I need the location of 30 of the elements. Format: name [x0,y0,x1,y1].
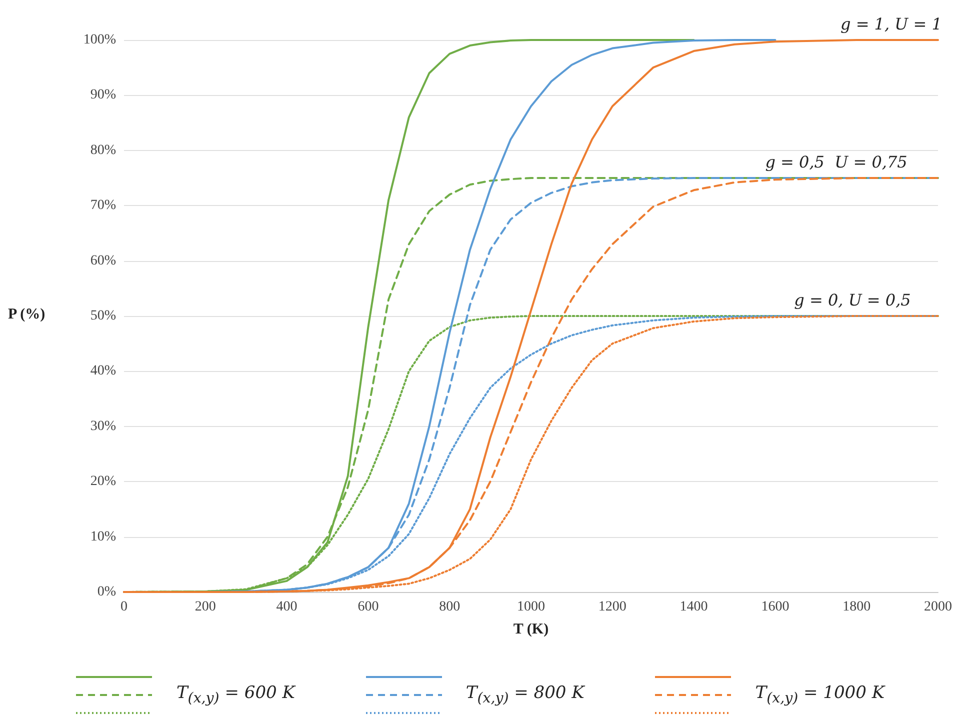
y-tick-label: 90% [90,88,116,103]
x-tick-label: 200 [194,600,216,614]
y-tick-label: 20% [90,474,116,490]
annotation: g = 1, U = 1 [840,14,942,34]
x-tick-label: 1600 [761,600,790,614]
x-tick-label: 1400 [680,600,708,614]
y-tick-label: 40% [90,364,116,379]
y-tick-label: 50% [90,308,116,324]
y-tick-label: 30% [90,418,116,434]
y-tick-label: 100% [83,32,116,48]
x-tick-label: 1800 [842,600,871,614]
x-tick-label: 800 [439,600,460,614]
x-axis-title: T (K) [513,622,549,638]
x-tick-label: 2000 [924,600,952,614]
x-tick-label: 400 [276,600,298,614]
y-tick-label: 80% [90,142,116,158]
annotation: g = 0,5 U = 0,75 [765,152,908,172]
legend-label: T$_{(x,y)}$ = 600 K [176,683,295,707]
x-tick-label: 1000 [517,600,545,614]
y-tick-label: 70% [90,198,116,214]
x-tick-label: 1200 [598,600,626,614]
legend-label: T$_{(x,y)}$ = 1000 K [755,683,885,707]
x-tick-label: 600 [358,600,379,614]
x-tick-label: 0 [120,600,128,614]
y-axis-title: P (%) [8,306,46,322]
y-tick-label: 60% [90,253,116,268]
y-tick-label: 10% [90,529,116,544]
legend-label: T$_{(x,y)}$ = 800 K [466,683,584,707]
annotation: g = 0, U = 0,5 [794,290,911,310]
y-tick-label: 0% [97,584,116,600]
